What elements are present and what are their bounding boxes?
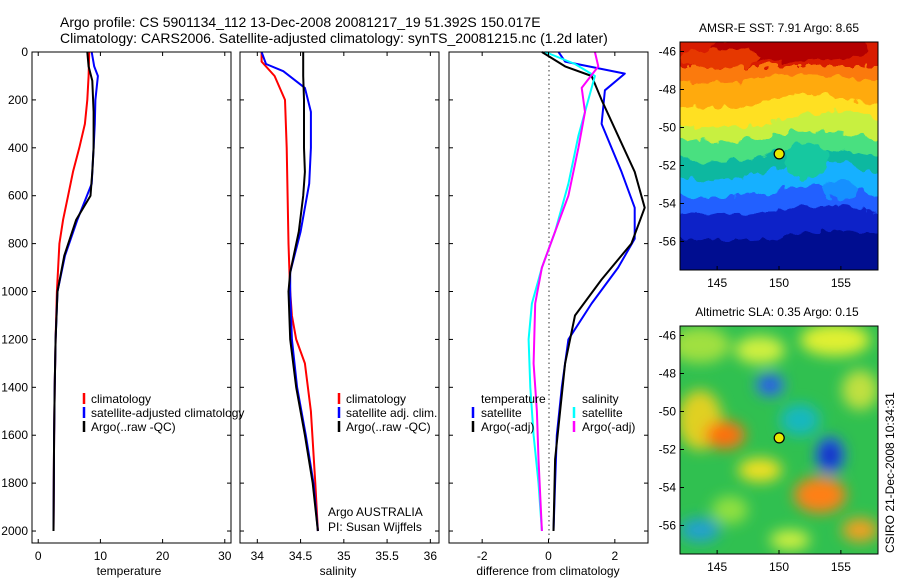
legend-label-argo: Argo(..raw -QC) [346,420,431,434]
x-tick-label: 30 [218,549,232,563]
x-tick-label: 145 [707,560,727,574]
temperature-axes-frame [31,51,232,544]
y-tick-label: 800 [8,237,28,251]
salinity-panel: 34 34.5 35 35.5 36 salinity climatology sate… [239,51,440,578]
sst-argo-position-marker [773,148,785,160]
x-tick-label: 35.5 [375,549,399,563]
difference-ticks: -2 0 2 [449,51,648,563]
y-tick-label: 0 [21,45,28,59]
sst-map-title: AMSR-E SST: 7.91 Argo: 8.65 [699,21,859,35]
csiro-timestamp: CSIRO 21-Dec-2008 10:34:31 [883,392,897,553]
y-tick-label: -52 [659,159,677,173]
y-tick-label: 200 [8,93,28,107]
legend-label-sal-argo: Argo(-adj) [582,420,635,434]
salinity-series-climatology [260,52,319,532]
pi-annotation: PI: Susan Wijffels [328,520,422,534]
x-tick-label: 145 [707,276,727,290]
y-tick-label: 600 [8,189,28,203]
y-tick-label: 1600 [1,428,28,442]
x-tick-label: 150 [769,560,789,574]
y-tick-label: 1400 [1,380,28,394]
temperature-series-climatology [52,51,91,532]
legend-label-temp-satellite: satellite [481,406,522,420]
sst-map-image [680,42,878,270]
temperature-ticks: 0 10 20 30 0 200 400 600 800 1000 1200 1400 1600 1800… [1,45,231,563]
difference-panel: -2 0 2 difference from climatology tempera… [448,51,649,578]
y-tick-label: -48 [659,83,677,97]
difference-series-temperature-satellite [552,51,636,532]
y-tick-label: -54 [659,197,677,211]
x-tick-label: 2 [611,549,618,563]
x-tick-label: 20 [156,549,170,563]
sst-map-panel: AMSR-E SST: 7.91 Argo: 8.65 145 150 155 [659,21,879,291]
sla-argo-position-marker [773,432,785,444]
salinity-series [260,51,319,532]
difference-series [527,51,646,532]
x-tick-label: 34 [251,549,265,563]
temperature-legend: climatology satellite-adjusted climatolo… [82,392,244,434]
sst-ticks: 145 150 155 -46 -48 -50 -52 -54 -56 [659,45,852,291]
salinity-ticks: 34 34.5 35 35.5 36 [240,51,439,563]
temperature-series-satellite-adjusted-climatology [52,51,99,532]
x-tick-label: 0 [545,549,552,563]
temperature-series-argo-raw-qc [52,51,95,532]
legend-title-salinity: salinity [582,392,619,406]
legend-label-argo: Argo(..raw -QC) [91,420,176,434]
difference-series-temperature-argo-adj [541,51,646,532]
sst-axes-frame [679,41,879,271]
legend-label-satellite-adjusted: satellite-adjusted climatology [91,406,244,420]
x-tick-label: 10 [94,549,108,563]
x-tick-label: 155 [831,560,851,574]
y-tick-label: -56 [659,519,677,533]
x-tick-label: 35 [337,549,351,563]
y-tick-label: 1200 [1,332,28,346]
y-tick-label: -46 [659,329,677,343]
y-tick-label: 400 [8,141,28,155]
x-tick-label: 150 [769,276,789,290]
difference-x-label: difference from climatology [476,564,619,578]
sla-ticks: 145 150 155 -46 -48 -50 -52 -54 -56 [659,329,852,575]
y-tick-label: -50 [659,121,677,135]
difference-axes-frame [448,51,649,544]
y-tick-label: -46 [659,45,677,59]
y-tick-label: 2000 [1,524,28,538]
salinity-x-label: salinity [320,564,357,578]
y-tick-label: -48 [659,367,677,381]
x-tick-label: 0 [35,549,42,563]
y-tick-label: 1800 [1,476,28,490]
y-tick-label: -50 [659,405,677,419]
argo-australia-annotation: Argo AUSTRALIA [328,505,423,519]
x-tick-label: -2 [477,549,488,563]
difference-legend: temperature satellite Argo(-adj) salinit… [471,392,635,434]
temperature-x-label: temperature [97,564,162,578]
figure-title-line-1: Argo profile: CS 5901134_112 13-Dec-2008… [60,14,541,30]
legend-label-temp-argo: Argo(-adj) [481,420,534,434]
difference-series-salinity-argo-adj [532,51,600,532]
x-tick-label: 155 [831,276,851,290]
x-tick-label: 34.5 [289,549,313,563]
temperature-series [52,51,99,532]
y-tick-label: 1000 [1,285,28,299]
salinity-series-argo-raw-qc [287,52,319,532]
figure-title-line-2: Climatology: CARS2006. Satellite-adjuste… [60,30,608,46]
sla-map-image [680,326,878,554]
legend-title-temperature: temperature [481,392,546,406]
y-tick-label: -56 [659,235,677,249]
y-tick-label: -52 [659,443,677,457]
y-tick-label: -54 [659,481,677,495]
temperature-panel: 0 10 20 30 0 200 400 600 800 1000 1200 1400 1600 1800… [1,45,244,578]
legend-label-climatology: climatology [346,392,406,406]
sla-axes-frame [679,325,879,555]
sla-map-panel: Altimetric SLA: 0.35 Argo: 0.15 [659,305,879,575]
sla-map-title: Altimetric SLA: 0.35 Argo: 0.15 [695,305,859,319]
x-tick-label: 36 [424,549,438,563]
legend-label-sal-satellite: satellite [582,406,623,420]
salinity-axes-frame [239,51,440,544]
legend-label-satellite-adj: satellite adj. clim. [346,406,437,420]
legend-label-climatology: climatology [91,392,151,406]
salinity-legend: climatology satellite adj. clim. Argo(..… [337,392,437,434]
